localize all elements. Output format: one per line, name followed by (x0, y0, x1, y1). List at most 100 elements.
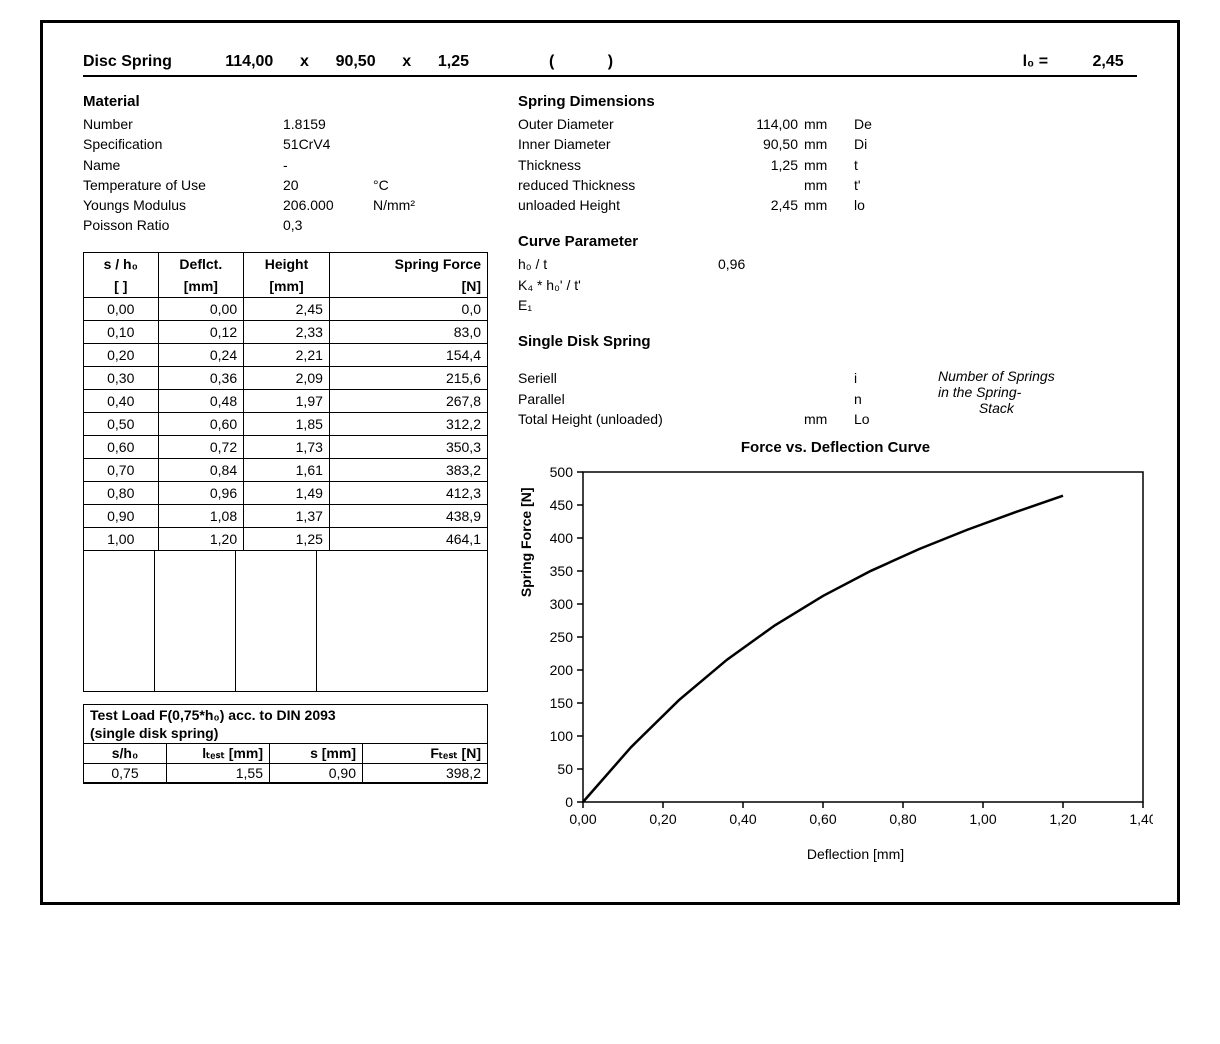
svg-text:400: 400 (550, 530, 574, 546)
single-heading: Single Disk Spring (518, 333, 1153, 350)
test-load-block: Test Load F(0,75*h₀) acc. to DIN 2093 (s… (83, 704, 488, 784)
deflect-cell: 0,10 (84, 320, 159, 343)
material-value: 0,3 (283, 215, 373, 235)
deflect-cell: 383,2 (329, 458, 487, 481)
material-value: - (283, 155, 373, 175)
dim-unit: mm (804, 195, 854, 215)
deflect-cell: 1,08 (158, 504, 244, 527)
svg-text:1,40: 1,40 (1129, 811, 1153, 827)
svg-text:100: 100 (550, 728, 574, 744)
title-name: Disc Spring (83, 53, 172, 71)
material-label: Temperature of Use (83, 175, 283, 195)
material-value: 1.8159 (283, 114, 373, 134)
deflect-cell: 0,0 (329, 297, 487, 320)
deflect-unit: [N] (329, 275, 487, 298)
material-heading: Material (83, 93, 488, 110)
deflect-cell: 464,1 (329, 527, 487, 550)
svg-text:150: 150 (550, 695, 574, 711)
deflect-cell: 0,00 (84, 297, 159, 320)
svg-text:1,00: 1,00 (969, 811, 996, 827)
deflect-cell: 1,61 (244, 458, 330, 481)
test-cell: 1,55 (167, 763, 270, 782)
material-unit (373, 134, 443, 154)
dim-unit: mm (804, 175, 854, 195)
svg-text:0,40: 0,40 (729, 811, 756, 827)
deflect-cell: 1,49 (244, 481, 330, 504)
svg-text:0,80: 0,80 (889, 811, 916, 827)
chart: Spring Force [N] 05010015020025030035040… (528, 462, 1153, 842)
deflect-cell: 0,60 (84, 435, 159, 458)
dim-symbol: t' (854, 175, 904, 195)
dim-value: 114,00 (718, 114, 804, 134)
dim-unit: mm (804, 134, 854, 154)
deflect-unit: [mm] (244, 275, 330, 298)
curve-label: h₀ / t (518, 254, 718, 274)
deflect-cell: 0,72 (158, 435, 244, 458)
material-label: Name (83, 155, 283, 175)
deflect-cell: 0,40 (84, 389, 159, 412)
deflect-cell: 312,2 (329, 412, 487, 435)
deflect-cell: 1,97 (244, 389, 330, 412)
test-header: lₜₑₛₜ [mm] (167, 743, 270, 763)
title-sep1: x (300, 53, 309, 71)
dim-value (718, 175, 804, 195)
svg-text:200: 200 (550, 662, 574, 678)
title-dim1: 114,00 (225, 53, 273, 71)
svg-text:300: 300 (550, 596, 574, 612)
deflect-header: Spring Force (329, 252, 487, 275)
deflect-cell: 0,90 (84, 504, 159, 527)
single-unit (804, 368, 854, 388)
single-symbol: i (854, 368, 904, 388)
deflect-cell: 0,20 (84, 343, 159, 366)
curve-value: 0,96 (718, 254, 804, 274)
curve-param-heading: Curve Parameter (518, 233, 1153, 250)
deflect-cell: 1,00 (84, 527, 159, 550)
deflect-header: Height (244, 252, 330, 275)
dim-label: Inner Diameter (518, 134, 718, 154)
dim-unit: mm (804, 114, 854, 134)
title-dim3: 1,25 (438, 53, 469, 71)
dim-value: 2,45 (718, 195, 804, 215)
single-note3: Stack (938, 400, 1055, 416)
deflect-cell: 215,6 (329, 366, 487, 389)
deflect-cell: 0,96 (158, 481, 244, 504)
curve-label: K₄ * h₀' / t' (518, 275, 718, 295)
dimensions-heading: Spring Dimensions (518, 93, 1153, 110)
deflect-cell: 1,37 (244, 504, 330, 527)
material-unit (373, 215, 443, 235)
empty-table-block (83, 551, 488, 692)
deflect-cell: 0,48 (158, 389, 244, 412)
single-unit (804, 389, 854, 409)
svg-text:350: 350 (550, 563, 574, 579)
svg-text:50: 50 (557, 761, 573, 777)
material-value: 206.000 (283, 195, 373, 215)
title-l0-val: 2,45 (1093, 53, 1124, 71)
deflect-cell: 0,12 (158, 320, 244, 343)
test-header: Fₜₑₛₜ [N] (363, 743, 488, 763)
dim-value: 1,25 (718, 155, 804, 175)
material-label: Number (83, 114, 283, 134)
deflect-cell: 0,60 (158, 412, 244, 435)
chart-ylabel: Spring Force [N] (518, 488, 534, 598)
deflect-cell: 1,25 (244, 527, 330, 550)
single-note2: in the Spring- (938, 384, 1055, 400)
dim-symbol: De (854, 114, 904, 134)
deflect-cell: 1,85 (244, 412, 330, 435)
deflect-header: Deflct. (158, 252, 244, 275)
svg-text:0,00: 0,00 (569, 811, 596, 827)
deflect-cell: 2,45 (244, 297, 330, 320)
single-label: Seriell (518, 368, 718, 388)
test-subtitle: (single disk spring) (84, 725, 487, 743)
title-sep2: x (402, 53, 411, 71)
single-value (718, 409, 804, 429)
dim-symbol: lo (854, 195, 904, 215)
deflect-cell: 412,3 (329, 481, 487, 504)
single-label: Parallel (518, 389, 718, 409)
deflect-cell: 350,3 (329, 435, 487, 458)
test-title: Test Load F(0,75*h₀) acc. to DIN 2093 (84, 705, 487, 725)
deflect-cell: 154,4 (329, 343, 487, 366)
dim-unit: mm (804, 155, 854, 175)
deflect-unit: [ ] (84, 275, 159, 298)
deflect-cell: 267,8 (329, 389, 487, 412)
material-label: Poisson Ratio (83, 215, 283, 235)
